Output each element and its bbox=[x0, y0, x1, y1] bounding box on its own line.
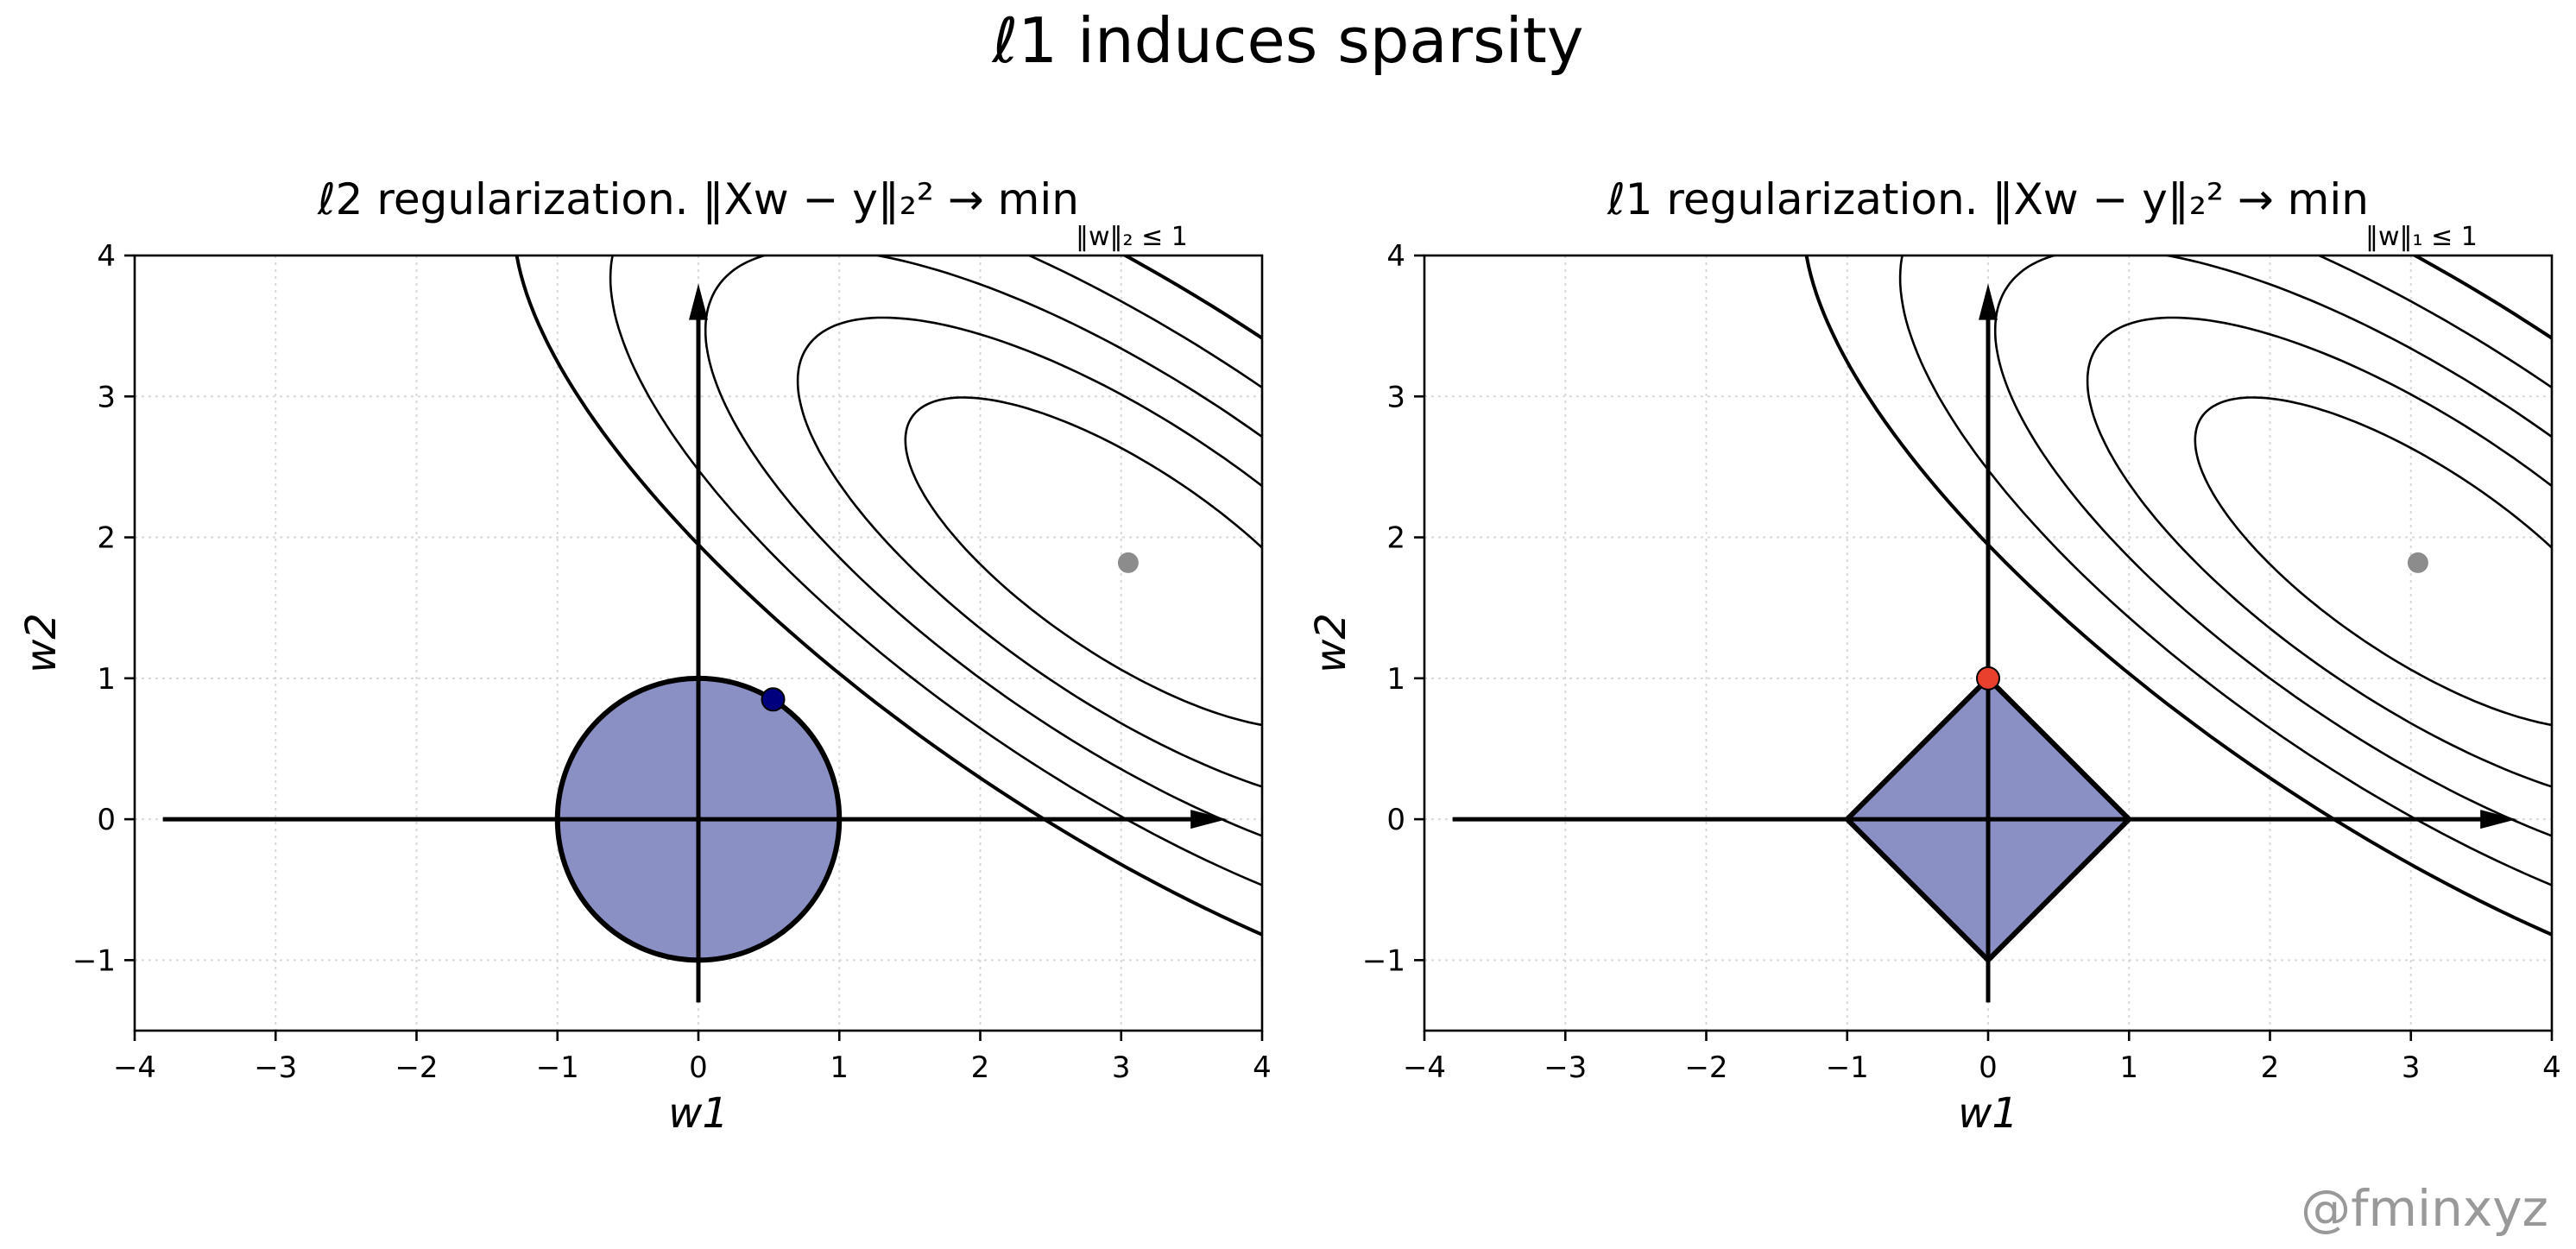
loss-contour-2 bbox=[1993, 255, 2552, 837]
w2-axis-arrow-head bbox=[1979, 283, 1998, 320]
y-tick-label: 4 bbox=[1386, 239, 1405, 274]
x-tick-label: 2 bbox=[971, 1050, 990, 1085]
right-subplot: −4 −3 −2 −1 0 1 2 3 4 −1 0 1 2 3 4 w1 w2 ℓ1 regularizatio… bbox=[1307, 174, 2561, 1138]
x-tick-label: 3 bbox=[2402, 1050, 2421, 1085]
plot-area bbox=[162, 255, 1262, 1003]
y-tick-label: 1 bbox=[1386, 662, 1405, 697]
constrained-solution-point bbox=[761, 687, 786, 712]
x-tick-label: 1 bbox=[2119, 1050, 2138, 1085]
x-tick-label: −4 bbox=[1403, 1050, 1446, 1085]
x-tick-label: 1 bbox=[830, 1050, 849, 1085]
figure-suptitle: ℓ1 induces sparsity bbox=[991, 4, 1584, 77]
x-tick-label: −1 bbox=[536, 1050, 579, 1085]
x-tick-label: −1 bbox=[1826, 1050, 1869, 1085]
loss-contour-1 bbox=[2086, 316, 2552, 788]
x-tick-label: 0 bbox=[1979, 1050, 1998, 1085]
y-tick-label: 3 bbox=[1386, 380, 1405, 414]
x-tick-label: −2 bbox=[395, 1050, 438, 1085]
unconstrained-optimum-point bbox=[2407, 552, 2428, 573]
unconstrained-optimum-point bbox=[1117, 552, 1139, 573]
y-tick-label: 1 bbox=[97, 662, 116, 697]
x-tick-label: −4 bbox=[113, 1050, 156, 1085]
x-tick-label: −3 bbox=[254, 1050, 297, 1085]
x-tick-label: −3 bbox=[1544, 1050, 1587, 1085]
plot-area bbox=[1452, 255, 2552, 1003]
y-axis-label: w2 bbox=[17, 613, 66, 673]
constrained-solution-point bbox=[1976, 666, 2000, 691]
y-tick-label: 2 bbox=[97, 521, 116, 556]
x-axis-label: w1 bbox=[1958, 1089, 2018, 1138]
loss-contour-0 bbox=[2194, 396, 2552, 727]
x-tick-label: 4 bbox=[1253, 1050, 1272, 1085]
x-axis-label: w1 bbox=[668, 1089, 729, 1138]
subplot-constraint-label: ‖w‖₁ ≤ 1 bbox=[2365, 222, 2478, 252]
x-tick-label: −2 bbox=[1684, 1050, 1727, 1085]
y-axis-label: w2 bbox=[1307, 613, 1355, 673]
w1-axis-arrow-head bbox=[1190, 810, 1228, 830]
x-tick-label: 0 bbox=[689, 1050, 708, 1085]
loss-contour-0 bbox=[904, 396, 1262, 727]
y-tick-label: 4 bbox=[97, 239, 116, 274]
watermark: @fminxyz bbox=[2301, 1179, 2548, 1238]
y-tick-label: −1 bbox=[73, 943, 116, 978]
subplot-title: ℓ2 regularization. ‖Xw − y‖₂² → min bbox=[317, 174, 1079, 224]
subplot-title: ℓ1 regularization. ‖Xw − y‖₂² → min bbox=[1607, 174, 2369, 224]
y-tick-label: 3 bbox=[97, 380, 116, 414]
y-tick-label: 0 bbox=[1386, 803, 1405, 837]
x-tick-label: 3 bbox=[1112, 1050, 1131, 1085]
subplot-constraint-label: ‖w‖₂ ≤ 1 bbox=[1076, 222, 1188, 252]
y-tick-label: 0 bbox=[97, 803, 116, 837]
y-tick-label: −1 bbox=[1362, 943, 1405, 978]
loss-contour-2 bbox=[704, 255, 1262, 837]
left-subplot: −4 −3 −2 −1 0 1 2 3 4 −1 0 1 2 3 4 w1 w2 ℓ2 regularizatio… bbox=[17, 174, 1272, 1138]
w2-axis-arrow-head bbox=[689, 283, 708, 320]
y-tick-label: 2 bbox=[1386, 521, 1405, 556]
w1-axis-arrow-head bbox=[2480, 810, 2517, 830]
loss-contour-1 bbox=[796, 316, 1262, 788]
x-tick-label: 2 bbox=[2261, 1050, 2280, 1085]
x-tick-label: 4 bbox=[2542, 1050, 2561, 1085]
